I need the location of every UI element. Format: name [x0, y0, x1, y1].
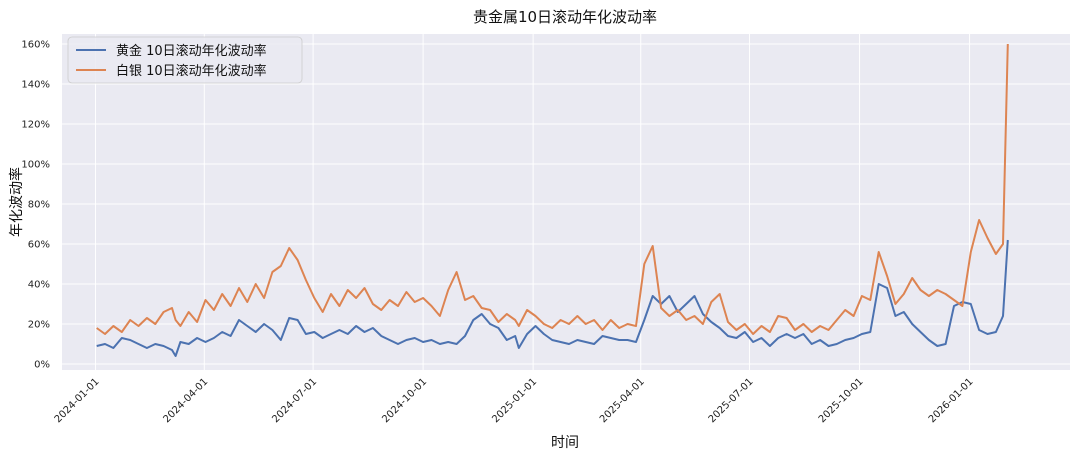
y-tick-label: 120% [21, 120, 50, 131]
x-tick-label: 2024-04-01 [162, 376, 211, 425]
y-tick-label: 160% [21, 40, 50, 51]
x-tick-label: 2025-10-01 [817, 376, 866, 425]
y-axis-label: 年化波动率 [8, 167, 25, 237]
x-axis-ticks: 2024-01-01 2024-04-01 2024-07-01 2024-10-01… [53, 376, 976, 425]
series-line-gold [96, 239, 1009, 357]
chart-title: 贵金属10日滚动年化波动率 [473, 8, 657, 26]
x-tick-label: 2025-07-01 [707, 376, 756, 425]
y-tick-label: 100% [21, 160, 50, 171]
plot-area [62, 34, 1070, 370]
series-lines [96, 43, 1009, 357]
legend-label-gold: 黄金 10日滚动年化波动率 [116, 43, 267, 59]
y-tick-label: 140% [21, 80, 50, 91]
y-tick-label: 40% [28, 280, 50, 291]
x-tick-label: 2024-01-01 [53, 376, 102, 425]
x-tick-label: 2025-01-01 [490, 376, 539, 425]
legend-box [67, 36, 303, 84]
x-tick-label: 2024-07-01 [270, 376, 319, 425]
series-line-silver [96, 43, 1009, 335]
x-axis-label: 时间 [551, 435, 579, 451]
x-tick-label: 2026-01-01 [927, 376, 976, 425]
y-axis-ticks: 0% 20% 40% 60% 80% 100% 120% 140% 160% [21, 40, 50, 371]
legend: 黄金 10日滚动年化波动率 白银 10日滚动年化波动率 [67, 36, 303, 84]
y-tick-label: 60% [28, 240, 50, 251]
x-tick-label: 2025-04-01 [598, 376, 647, 425]
y-tick-label: 80% [28, 200, 50, 211]
x-tick-label: 2024-10-01 [380, 376, 429, 425]
y-tick-label: 20% [28, 320, 50, 331]
legend-label-silver: 白银 10日滚动年化波动率 [116, 63, 267, 79]
y-tick-label: 0% [34, 360, 50, 371]
